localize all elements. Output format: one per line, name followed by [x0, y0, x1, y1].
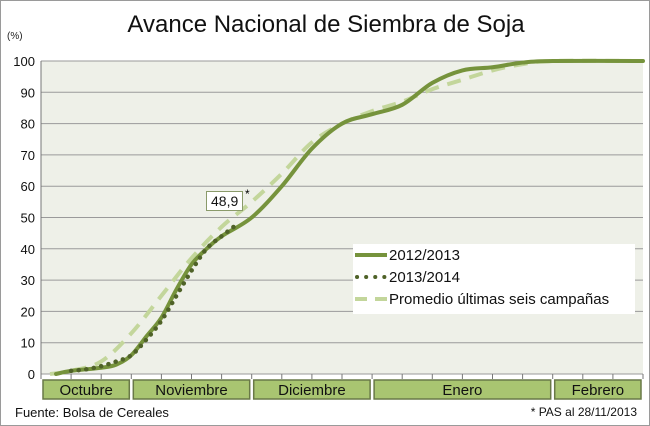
series-line-2013-2014 [68, 224, 236, 374]
y-tick-label: 50 [21, 211, 35, 226]
month-box [252, 379, 371, 400]
y-tick-label: 70 [21, 148, 35, 163]
month-label: Diciembre [278, 382, 346, 399]
series-line-promedio-ltimas-seis-campa-as [49, 58, 644, 376]
month-box [132, 379, 251, 400]
y-tick-label: 40 [21, 242, 35, 257]
month-box [553, 379, 642, 400]
series-line-2012-2013 [54, 58, 645, 376]
legend: 2012/2013 2013/2014 Promedio últimas sei… [353, 244, 635, 314]
legend-item-2012-2013: 2012/2013 [353, 244, 635, 266]
month-box [42, 379, 131, 400]
data-label-callout: 48,9 [206, 191, 244, 211]
y-tick-label: 10 [21, 336, 35, 351]
legend-label: Promedio últimas seis campañas [389, 290, 610, 308]
y-tick-label: 80 [21, 117, 35, 132]
legend-label: 2012/2013 [389, 246, 460, 264]
y-tick-label: 20 [21, 304, 35, 319]
y-tick-label: 60 [21, 179, 35, 194]
y-tick-label: 0 [28, 367, 35, 382]
chart-title: Avance Nacional de Siembra de Soja [127, 11, 525, 38]
y-tick-label: 30 [21, 273, 35, 288]
callout-marker: * [245, 187, 250, 201]
y-axis-label: (%) [7, 31, 23, 42]
month-label: Octubre [59, 382, 112, 399]
y-tick-label: 90 [21, 85, 35, 100]
month-label: Noviembre [155, 382, 228, 399]
legend-item-promedio: Promedio últimas seis campañas [353, 288, 635, 310]
month-label: Febrero [572, 382, 625, 399]
month-label: Enero [442, 382, 482, 399]
footnote: * PAS al 28/11/2013 [530, 405, 637, 419]
source-note: Fuente: Bolsa de Cereales [15, 405, 169, 420]
legend-label: 2013/2014 [389, 268, 460, 286]
y-tick-label: 100 [13, 54, 35, 69]
legend-item-2013-2014: 2013/2014 [353, 266, 635, 288]
month-box [373, 379, 552, 400]
